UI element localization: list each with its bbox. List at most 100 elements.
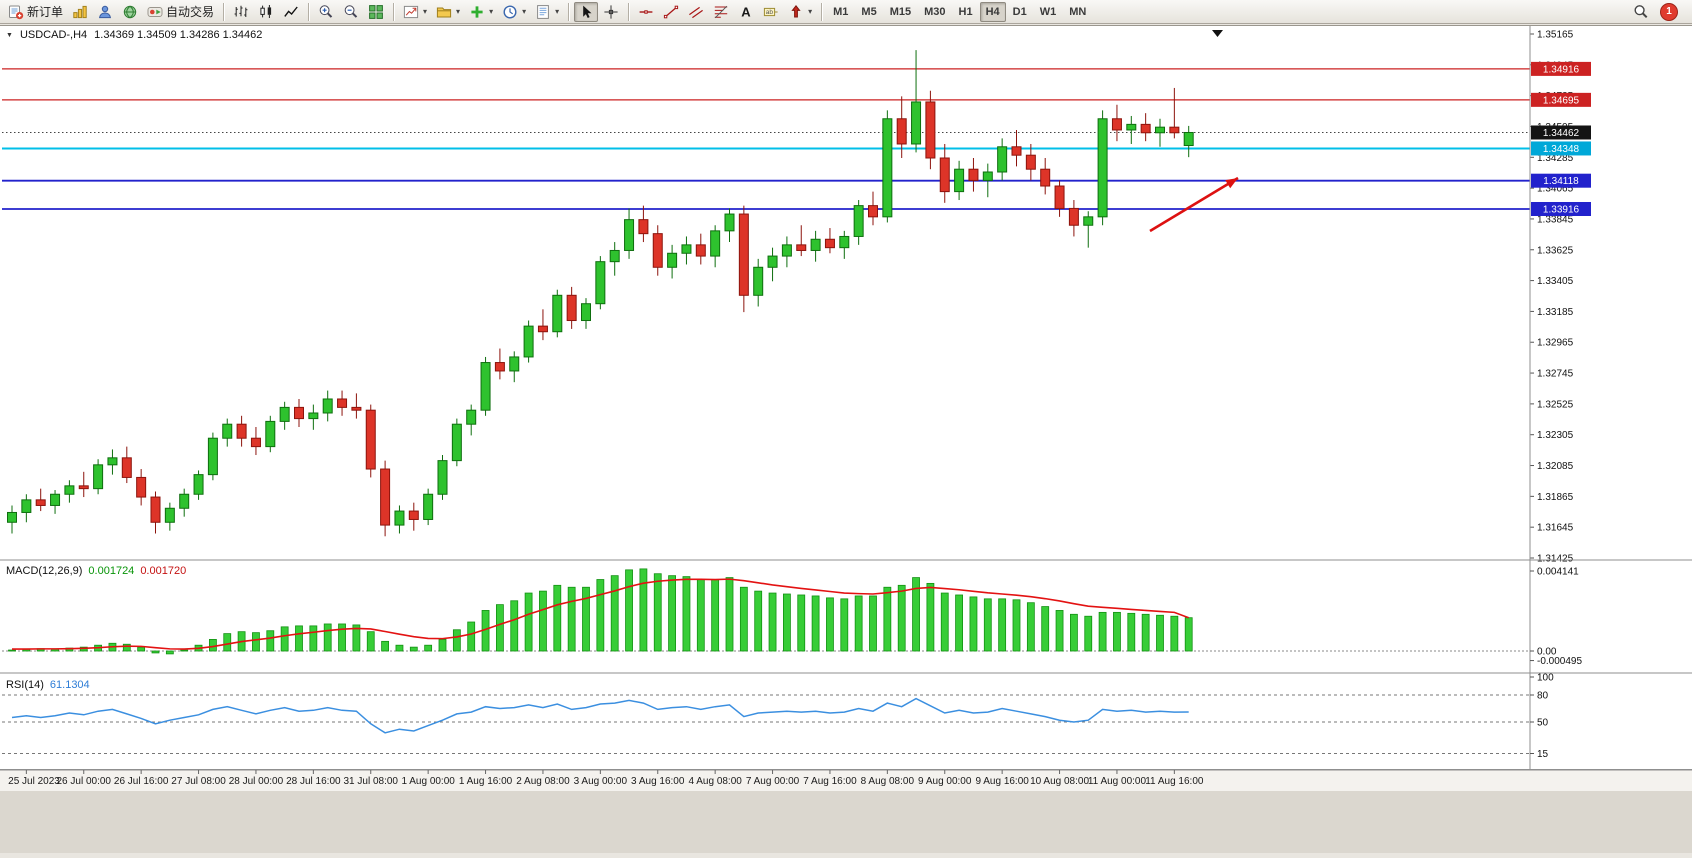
candle-body — [839, 235, 850, 249]
tf-mn-button[interactable]: MN — [1063, 2, 1092, 22]
candle-body — [667, 252, 678, 268]
candle-body — [380, 468, 391, 526]
autotrading-button[interactable]: 自动交易 — [143, 2, 218, 22]
macd-bar — [409, 646, 418, 652]
indicators-button[interactable]: ▾ — [465, 2, 497, 22]
terminal-button[interactable] — [118, 2, 142, 22]
price-chart-canvas[interactable]: 1.351651.349451.347251.345051.342851.340… — [0, 26, 1692, 853]
new-order-button[interactable]: 新订单 — [4, 2, 67, 22]
candle-body — [982, 171, 993, 181]
chart-shift-marker[interactable] — [1212, 30, 1223, 37]
text-label-button[interactable]: ab — [759, 2, 783, 22]
macd-bar — [582, 586, 590, 652]
text-button[interactable]: A — [734, 2, 758, 22]
macd-bar — [280, 626, 289, 652]
toolbar-separator — [223, 2, 225, 21]
macd-bar — [1098, 611, 1107, 652]
fibonacci-retracement-button[interactable] — [709, 2, 733, 22]
dropdown-caret-icon[interactable]: ▾ — [456, 7, 461, 16]
candle-body — [179, 493, 190, 509]
equidistant-channel-button[interactable] — [684, 2, 708, 22]
candle-body — [337, 398, 348, 408]
bar-chart-mode-button[interactable] — [229, 2, 253, 22]
collapse-ohlc-icon[interactable]: ▼ — [6, 31, 13, 39]
candle-body — [236, 423, 247, 439]
candle-body — [265, 420, 276, 448]
level-cyan-tag — [1531, 141, 1591, 156]
text-icon: A — [738, 4, 754, 20]
templates-button[interactable]: ▾ — [531, 2, 563, 22]
macd-bar — [1070, 613, 1078, 652]
tf-m30-button[interactable]: M30 — [918, 2, 951, 22]
trendline-button[interactable] — [659, 2, 683, 22]
candle-chart-mode-button[interactable] — [254, 2, 278, 22]
cursor-button[interactable] — [574, 1, 599, 22]
templates-icon — [535, 4, 551, 20]
crosshair-icon — [603, 4, 619, 20]
arrows-button[interactable]: ▾ — [784, 2, 816, 22]
macd-bar — [912, 577, 920, 652]
crosshair-button[interactable] — [599, 2, 623, 22]
zoom-out-icon — [343, 4, 359, 20]
macd-bar — [381, 640, 390, 652]
candle-body — [681, 244, 692, 254]
bar-chart-icon — [233, 4, 249, 20]
tf-w1-button[interactable]: W1 — [1034, 2, 1063, 22]
macd-bar — [8, 649, 16, 652]
line-chart-mode-button[interactable] — [279, 2, 303, 22]
zoom-in-button[interactable] — [314, 2, 338, 22]
line-chart-icon — [283, 4, 299, 20]
macd-bar — [151, 650, 160, 654]
new-chart-button[interactable]: ▾ — [399, 2, 431, 22]
macd-bar — [940, 592, 949, 652]
dropdown-caret-icon[interactable]: ▾ — [423, 7, 428, 16]
macd-bar — [223, 633, 232, 652]
macd-bar — [1055, 610, 1064, 652]
dropdown-caret-icon[interactable]: ▾ — [489, 7, 494, 16]
profiles-button[interactable]: ▾ — [432, 2, 464, 22]
chart-window[interactable]: 1.351651.349451.347251.345051.342851.340… — [0, 25, 1692, 853]
macd-bar — [510, 600, 519, 652]
market-watch-button[interactable] — [68, 2, 92, 22]
tf-h1-button[interactable]: H1 — [953, 2, 979, 22]
zoom-out-button[interactable] — [339, 2, 363, 22]
macd-bar — [309, 625, 318, 652]
chart-background — [0, 26, 1692, 853]
macd-bar — [682, 576, 691, 652]
macd-signal-value: 0.001720 — [140, 565, 187, 577]
candle-body — [1111, 118, 1122, 131]
macd-bar — [1141, 613, 1150, 652]
fibo-icon — [713, 4, 729, 20]
dropdown-caret-icon[interactable]: ▾ — [555, 7, 560, 16]
svg-text:0.004141: 0.004141 — [1537, 567, 1579, 578]
data-window-button[interactable] — [93, 2, 117, 22]
candle-body — [250, 437, 261, 448]
candle-body — [437, 460, 448, 495]
macd-bar — [639, 568, 648, 652]
tf-m15-button[interactable]: M15 — [884, 2, 917, 22]
svg-text:27 Jul 08:00: 27 Jul 08:00 — [171, 776, 226, 787]
macd-bar — [610, 575, 619, 652]
search-button[interactable] — [1629, 2, 1653, 22]
tf-m5-label: M5 — [861, 5, 877, 18]
tf-h4-button[interactable]: H4 — [979, 1, 1006, 22]
macd-bar — [797, 594, 806, 652]
dropdown-caret-icon[interactable]: ▾ — [808, 7, 813, 16]
candle-body — [652, 233, 663, 268]
tf-m5-button[interactable]: M5 — [855, 2, 882, 22]
tf-m1-button[interactable]: M1 — [827, 2, 854, 22]
notification-badge[interactable]: 1 — [1660, 2, 1678, 21]
tile-windows-button[interactable] — [364, 2, 388, 22]
macd-bar — [826, 597, 834, 652]
dropdown-caret-icon[interactable]: ▾ — [522, 7, 527, 16]
periods-button[interactable]: ▾ — [498, 2, 530, 22]
tf-h1-label: H1 — [958, 5, 973, 18]
new-order-icon — [8, 4, 24, 20]
tf-d1-button[interactable]: D1 — [1007, 2, 1033, 22]
trend-arrow[interactable] — [1149, 176, 1239, 233]
tf-m15-label: M15 — [889, 5, 912, 18]
horizontal-line-button[interactable] — [634, 2, 658, 22]
candle-body — [724, 213, 735, 232]
tf-h4-label: H4 — [985, 5, 1000, 18]
